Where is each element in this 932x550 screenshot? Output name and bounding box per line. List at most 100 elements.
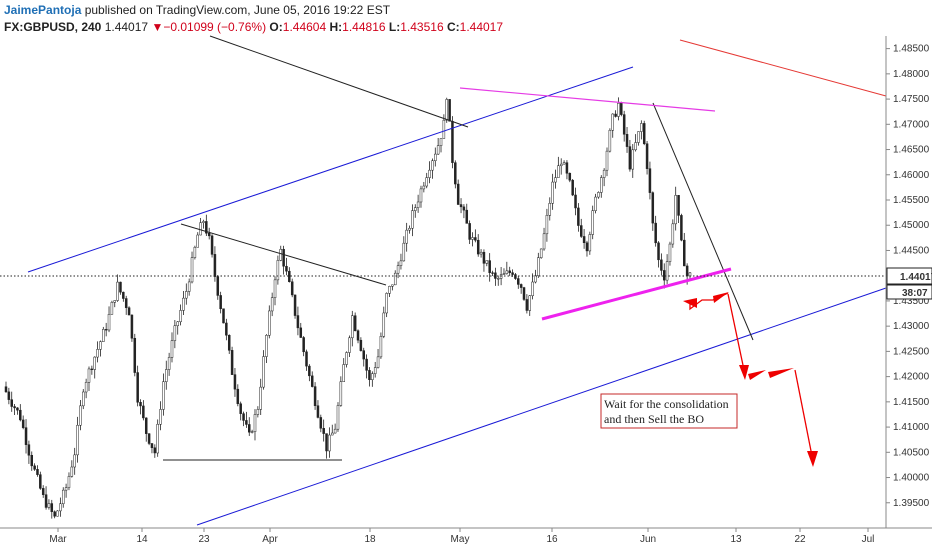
candle-body (548, 203, 552, 216)
candle-body (162, 381, 165, 410)
candle-body (514, 274, 517, 279)
candle-body (227, 334, 231, 351)
published-text: published on TradingView.com, June 05, 2… (81, 3, 391, 17)
y-tick-label: 1.46000 (893, 170, 930, 181)
price-change: −0.01099 (−0.76%) (163, 20, 267, 34)
candle-body (539, 248, 543, 258)
candle-body (93, 356, 96, 370)
y-tick-label: 1.44500 (893, 245, 930, 256)
price-axis[interactable]: 1.48500 1.48000 1.47500 1.47000 1.46500 1.460… (886, 44, 930, 509)
candle-body (170, 340, 174, 358)
down-arrow-icon: ▼ (151, 20, 164, 34)
candle-body (219, 295, 222, 309)
candle-body (365, 358, 368, 371)
trendline-june-descending[interactable] (652, 102, 754, 341)
candle-body (617, 102, 620, 117)
candle-body (259, 386, 262, 410)
x-tick-label: Jul (862, 534, 875, 545)
candle-body (517, 278, 520, 285)
x-tick-label: May (451, 534, 470, 545)
candle-body (465, 209, 469, 224)
candle-body (310, 375, 314, 387)
candle-body (462, 206, 466, 211)
candle-body (356, 330, 360, 341)
close-label: C: (446, 20, 460, 34)
current-price-tag-text: 1.44017 (900, 272, 932, 283)
trendline-top-left[interactable] (209, 35, 469, 128)
candle-body (328, 434, 331, 452)
candle-body (416, 201, 420, 208)
candle-body (640, 123, 643, 132)
candle-body (362, 350, 365, 360)
candle-body (660, 259, 663, 271)
red-trendline[interactable] (679, 39, 887, 97)
candle-body (605, 150, 609, 171)
resistance-line-magenta[interactable] (459, 87, 716, 112)
high-value: 1.44816 (342, 20, 386, 34)
y-tick-label: 1.41500 (893, 397, 930, 408)
candle-body (620, 102, 623, 115)
plot-area[interactable] (0, 36, 886, 528)
candle-body (611, 113, 614, 131)
candle-body (368, 370, 371, 381)
channel-upper-line[interactable] (27, 66, 634, 273)
support-line-magenta[interactable] (541, 267, 732, 321)
candle-body (445, 99, 448, 121)
candle-body (56, 510, 59, 517)
candle-body (662, 270, 666, 281)
candle-body (296, 315, 300, 329)
candle-body (36, 469, 39, 475)
channel-lower-line[interactable] (196, 287, 887, 526)
candle-body (454, 162, 457, 185)
candle-body (376, 356, 380, 368)
candle-body (165, 369, 168, 382)
candle-body (614, 113, 617, 117)
low-label: L: (388, 20, 401, 34)
candle-body (651, 192, 655, 224)
candle-body (253, 414, 257, 432)
candle-body (534, 275, 537, 283)
candle-body (107, 314, 111, 331)
candle-body (631, 149, 635, 170)
candlestick-series (4, 97, 692, 519)
candle-body (133, 337, 137, 373)
candle-body (70, 466, 74, 477)
candle-body (431, 160, 434, 171)
candle-body (683, 239, 686, 267)
candle-body (322, 428, 325, 434)
candle-body (19, 409, 22, 421)
candle-body (262, 356, 265, 388)
candle-body (456, 183, 460, 205)
trendline-descending[interactable] (180, 223, 387, 286)
candle-body (325, 433, 328, 452)
candle-body (645, 143, 649, 169)
y-tick-label: 1.40500 (893, 447, 930, 458)
candle-body (173, 325, 177, 341)
candle-body (285, 265, 288, 272)
candle-body (497, 278, 500, 280)
candle-body (637, 131, 640, 143)
candle-body (600, 177, 603, 193)
candle-body (388, 286, 391, 294)
candle-body (147, 433, 151, 444)
candle-body (82, 391, 85, 407)
annotation-box[interactable] (600, 393, 738, 429)
candle-body (245, 420, 248, 425)
candle-body (50, 503, 54, 512)
candle-body (142, 405, 145, 419)
symbol-label[interactable]: FX:GBPUSD, 240 (4, 20, 102, 34)
candle-body (64, 487, 68, 491)
candle-body (608, 129, 612, 152)
projection-arrows (683, 292, 818, 467)
time-axis[interactable]: Mar 14 23 Apr 18 May 16 Jun 13 22 Jul (49, 528, 874, 545)
candle-body (373, 367, 377, 374)
candle-body (559, 163, 563, 167)
candle-body (674, 195, 677, 225)
candle-body (654, 222, 657, 244)
candle-body (602, 169, 606, 178)
candle-body (671, 223, 675, 245)
candle-body (385, 293, 388, 314)
candle-body (110, 302, 114, 315)
author-link[interactable]: JaimePantoja (4, 3, 82, 17)
